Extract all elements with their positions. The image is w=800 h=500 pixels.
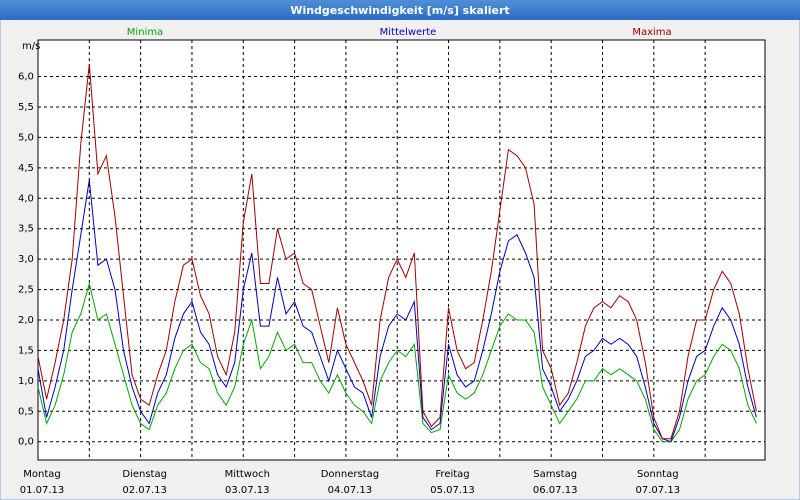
data-line bbox=[37, 179, 757, 443]
y-tick-label: 2,5 bbox=[18, 285, 34, 296]
y-tick-label: 5,5 bbox=[18, 102, 34, 113]
y-tick-label: 2,0 bbox=[18, 315, 34, 326]
y-tick-label: 1,0 bbox=[18, 376, 34, 387]
y-tick-label: 6,0 bbox=[18, 72, 34, 83]
x-tick-label: Montag bbox=[23, 469, 60, 480]
x-tick-date: 06.07.13 bbox=[533, 485, 578, 496]
x-tick-date: 07.07.13 bbox=[636, 485, 681, 496]
legend-label: Maxima bbox=[632, 27, 671, 38]
y-tick-label: 3,0 bbox=[18, 254, 34, 265]
y-tick-label: 4,5 bbox=[18, 163, 34, 174]
x-tick-label: Freitag bbox=[435, 469, 469, 480]
y-tick-label: 0,0 bbox=[18, 437, 34, 448]
x-tick-label: Samstag bbox=[533, 469, 577, 480]
plot-area bbox=[37, 39, 766, 461]
x-tick-date: 04.07.13 bbox=[328, 485, 373, 496]
legend-label: Mittelwerte bbox=[380, 27, 437, 38]
x-tick-label: Sonntag bbox=[637, 469, 679, 480]
data-line bbox=[37, 283, 757, 443]
x-tick-date: 02.07.13 bbox=[122, 485, 167, 496]
y-tick-label: 5,0 bbox=[18, 132, 34, 143]
x-tick-label: Dienstag bbox=[122, 469, 167, 480]
y-tick-label: 3,5 bbox=[18, 224, 34, 235]
x-tick-date: 01.07.13 bbox=[20, 485, 65, 496]
x-tick-label: Donnerstag bbox=[321, 469, 379, 480]
data-line bbox=[37, 64, 757, 440]
y-axis-label: m/s bbox=[22, 41, 40, 52]
x-tick-label: Mittwoch bbox=[225, 469, 270, 480]
y-tick-label: 4,0 bbox=[18, 193, 34, 204]
title-bar bbox=[0, 0, 800, 20]
chart-title: Windgeschwindigkeit [m/s] skaliert bbox=[290, 4, 509, 17]
y-tick-label: 1,5 bbox=[18, 345, 34, 356]
x-tick-date: 05.07.13 bbox=[430, 485, 475, 496]
y-tick-label: 0,5 bbox=[18, 406, 34, 417]
x-tick-date: 03.07.13 bbox=[225, 485, 270, 496]
legend-label: Minima bbox=[127, 27, 163, 38]
